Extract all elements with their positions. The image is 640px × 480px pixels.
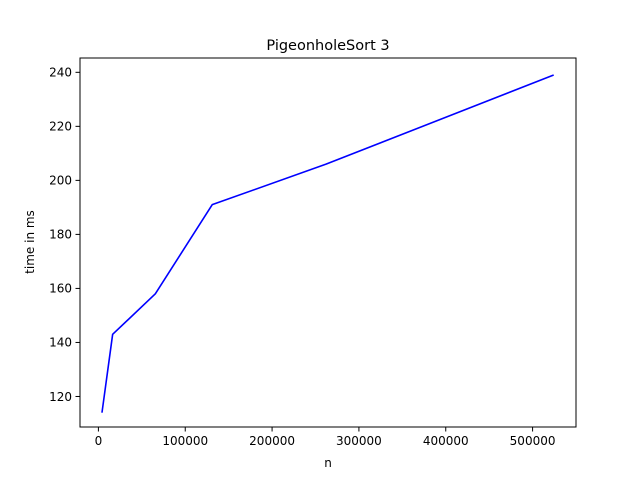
x-tick-label: 100000 [162, 434, 208, 448]
x-tick-label: 200000 [249, 434, 295, 448]
y-tick-label: 220 [49, 120, 72, 134]
plot-area: 0 100000 200000 300000 400000 500000 120 140 16… [49, 57, 577, 448]
axes-frame [79, 57, 577, 428]
y-tick-label: 180 [49, 228, 72, 242]
y-axis-label: time in ms [23, 210, 37, 274]
y-tick-label: 160 [49, 282, 72, 296]
y-tick-label: 140 [49, 336, 72, 350]
y-tick-label: 240 [49, 66, 72, 80]
x-tick-label: 500000 [510, 434, 556, 448]
chart-title: PigeonholeSort 3 [266, 38, 389, 54]
x-tick-label: 0 [95, 434, 103, 448]
series-line-0 [101, 74, 554, 413]
x-tick-label: 400000 [423, 434, 469, 448]
x-axis-label: n [324, 456, 332, 470]
y-tick-label: 200 [49, 174, 72, 188]
y-axis-ticks: 120 140 160 180 200 220 240 [49, 66, 80, 404]
series-layer [101, 74, 554, 413]
x-axis-ticks: 0 100000 200000 300000 400000 500000 [95, 427, 556, 448]
y-tick-label: 120 [49, 390, 72, 404]
x-tick-label: 300000 [336, 434, 382, 448]
